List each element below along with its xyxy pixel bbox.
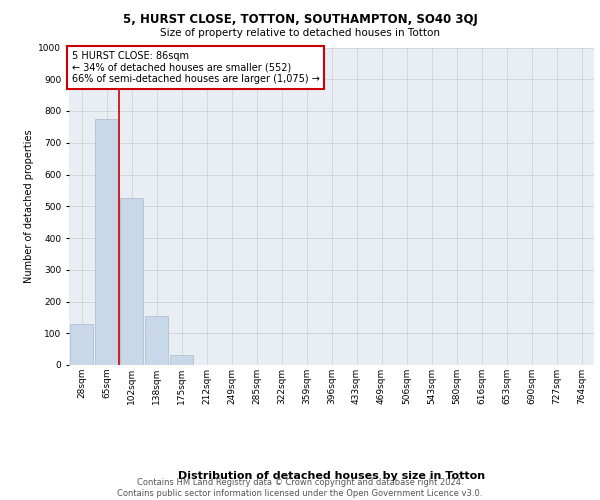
Y-axis label: Number of detached properties: Number of detached properties [24,130,34,283]
Bar [95,119,118,365]
X-axis label: Distribution of detached houses by size in Totton: Distribution of detached houses by size … [178,471,485,481]
Bar [145,316,168,365]
Text: 5, HURST CLOSE, TOTTON, SOUTHAMPTON, SO40 3QJ: 5, HURST CLOSE, TOTTON, SOUTHAMPTON, SO4… [122,12,478,26]
Bar [120,198,143,365]
Bar [70,324,93,365]
Bar [170,356,193,365]
Text: Contains HM Land Registry data © Crown copyright and database right 2024.
Contai: Contains HM Land Registry data © Crown c… [118,478,482,498]
Text: Size of property relative to detached houses in Totton: Size of property relative to detached ho… [160,28,440,38]
Text: 5 HURST CLOSE: 86sqm
← 34% of detached houses are smaller (552)
66% of semi-deta: 5 HURST CLOSE: 86sqm ← 34% of detached h… [71,50,320,84]
